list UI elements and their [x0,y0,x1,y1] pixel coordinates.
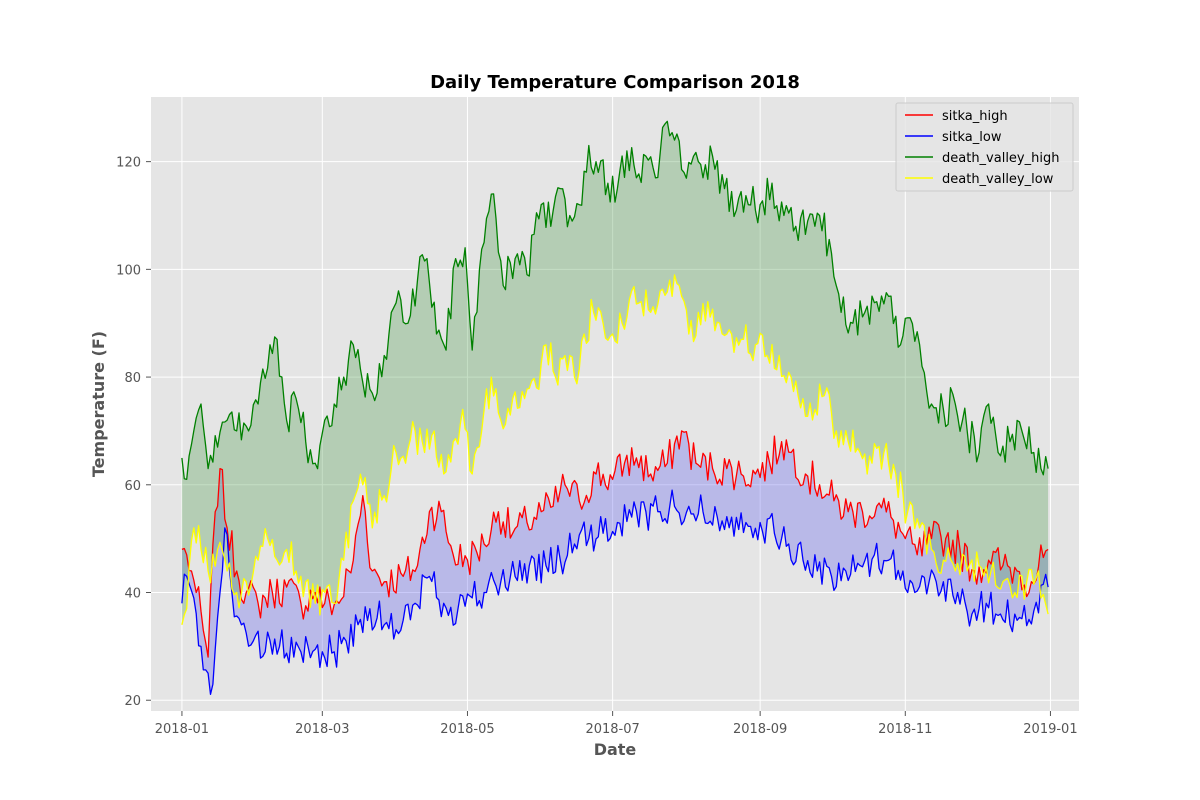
legend-label: sitka_low [942,130,1002,145]
y-tick-label: 100 [116,263,141,278]
legend-label: death_valley_low [942,172,1054,187]
x-tick-label: 2018-07 [585,722,639,737]
series-lines [181,120,1049,696]
x-tick-label: 2018-09 [733,722,787,737]
band-fill [181,121,1049,625]
legend: sitka_high sitka_low death_valley_highdeat… [895,102,1074,192]
series-line [181,120,1049,481]
legend-label: death_valley_high [942,151,1059,166]
y-tick-label: 20 [124,694,141,709]
band-fills [181,121,1049,695]
series-line [181,489,1049,696]
x-tick-label: 2018-03 [295,722,349,737]
grid-lines [151,97,1079,711]
y-tick-label: 120 [116,156,141,171]
y-axis-ticks: 20 40 60 80 100 120 [116,156,151,709]
x-axis-ticks: 2018-01 2018-03 2018-05 2018-07 2018-09 2018-… [155,711,1078,737]
series-line [181,274,1049,625]
x-tick-label: 2018-05 [440,722,494,737]
x-axis-label: Date [594,740,637,759]
x-tick-label: 2019-01 [1023,722,1077,737]
x-tick-label: 2018-01 [155,722,209,737]
chart-title: Daily Temperature Comparison 2018 [430,72,800,93]
y-tick-label: 80 [124,371,141,386]
y-axis-label: Temperature (F) [89,331,108,477]
y-tick-label: 60 [124,479,141,494]
legend-box [895,102,1074,192]
y-tick-label: 40 [124,587,141,602]
series-line [181,430,1049,658]
x-tick-label: 2018-11 [878,722,932,737]
band-fill [181,430,1049,695]
legend-label: sitka_high [942,109,1008,124]
